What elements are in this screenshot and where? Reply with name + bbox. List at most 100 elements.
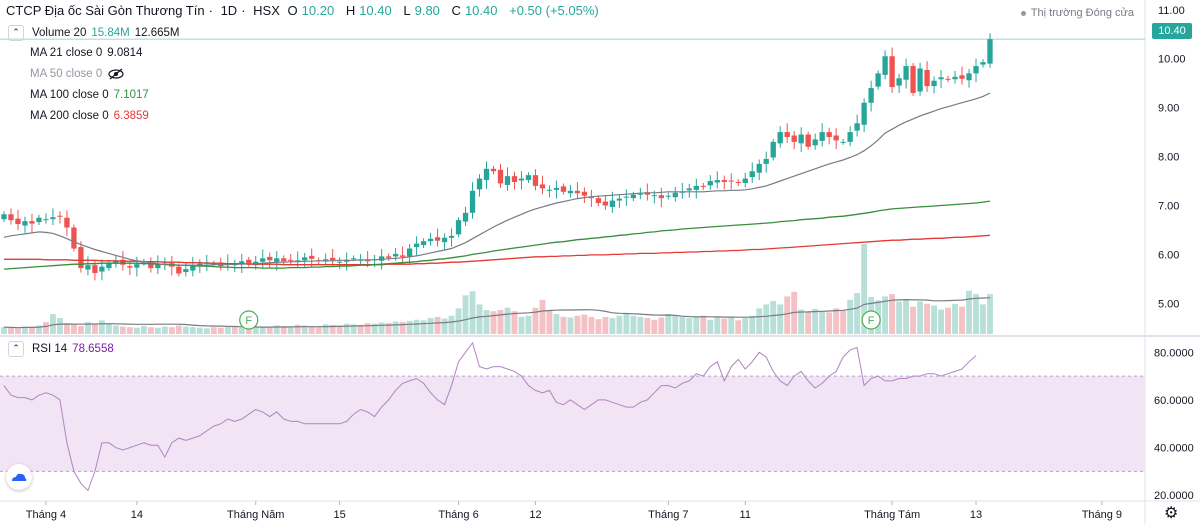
volume-bar <box>532 307 539 334</box>
time-tick-label: Tháng 7 <box>648 509 688 521</box>
volume-bar <box>273 325 280 334</box>
ma100-value: 7.1017 <box>113 89 149 101</box>
volume-bar <box>448 315 455 334</box>
candle-body <box>784 132 790 137</box>
volume-bar <box>644 318 651 334</box>
volume-bar <box>259 327 266 334</box>
candle-body <box>896 78 902 86</box>
candle-body <box>840 141 846 143</box>
volume-bar <box>945 307 951 334</box>
volume-bar <box>763 304 770 334</box>
candle-body <box>987 39 993 64</box>
ma200-legend[interactable]: MA 200 close 0 6.3859 <box>30 110 149 122</box>
volume-bar <box>826 312 833 334</box>
volume-bar <box>910 306 917 334</box>
candle-body <box>861 102 867 125</box>
price-tick-label: 10.00 <box>1158 54 1186 66</box>
volume-bar <box>119 326 126 334</box>
candle-body <box>71 227 77 249</box>
volume-bar <box>770 300 777 334</box>
candle-body <box>980 62 986 65</box>
candle-body <box>490 168 497 172</box>
candle-body <box>819 132 825 141</box>
volume-bar <box>595 319 602 334</box>
candle-body <box>553 187 560 190</box>
volume-bar <box>749 315 756 334</box>
rsi-band <box>0 376 1145 472</box>
candle-body <box>176 266 182 274</box>
ohlc-low: L 9.80 <box>403 3 440 18</box>
volume-bar <box>714 316 721 334</box>
volume-bar <box>8 327 14 334</box>
volume-bar <box>931 305 937 334</box>
interval-label[interactable]: 1D <box>220 3 238 18</box>
volume-bar <box>924 303 931 334</box>
volume-bar <box>952 303 958 334</box>
volume-bar <box>406 320 413 334</box>
candle-body <box>483 168 490 181</box>
candle-body <box>847 132 853 142</box>
candle-body <box>448 235 455 238</box>
volume-bar <box>36 325 42 334</box>
candle-body <box>441 237 448 243</box>
rsi-name: RSI 14 <box>32 343 68 355</box>
candle-body <box>183 269 189 273</box>
market-status: Thị trường Đóng cửa <box>1020 7 1134 19</box>
candle-body <box>777 132 783 144</box>
symbol-title[interactable]: CTCP Địa ốc Sài Gòn Thương Tín <box>6 3 205 18</box>
ma50-legend[interactable]: MA 50 close 0 <box>30 68 125 80</box>
candle-body <box>288 259 294 261</box>
price-tick-label: 8.00 <box>1158 152 1179 164</box>
volume-bar <box>784 296 791 334</box>
gear-icon[interactable]: ⚙ <box>1164 505 1179 522</box>
time-tick-label: 12 <box>529 509 541 521</box>
ma100-legend[interactable]: MA 100 close 0 7.1017 <box>30 89 149 101</box>
volume-bar <box>693 316 700 334</box>
candle-body <box>476 178 483 190</box>
candle-body <box>560 186 567 192</box>
candle-body <box>756 163 762 173</box>
volume-bar <box>301 325 308 334</box>
candle-body <box>889 56 895 88</box>
eye-off-icon[interactable] <box>107 68 125 80</box>
candle-body <box>637 193 644 195</box>
candle-body <box>623 196 630 198</box>
volume-bar <box>469 291 476 334</box>
time-tick-label: Tháng 4 <box>26 509 66 521</box>
volume-bar <box>105 323 112 334</box>
volume-bar <box>427 318 434 334</box>
candle-body <box>798 134 804 144</box>
volume-bar <box>882 296 889 334</box>
last-price-label: 10.40 <box>1152 23 1192 39</box>
volume-bar <box>896 301 903 334</box>
candle-body <box>917 68 923 92</box>
volume-ma-value: 12.665M <box>134 27 180 39</box>
rsi-legend[interactable]: ⌃ RSI 14 78.6558 <box>8 341 114 357</box>
candle-body <box>22 221 28 226</box>
volume-bar <box>77 326 84 334</box>
volume-bar <box>210 327 217 334</box>
volume-legend[interactable]: ⌃ Volume 20 15.84M 12.665M <box>8 25 179 41</box>
chevron-up-icon[interactable]: ⌃ <box>8 341 24 357</box>
event-marker: F <box>861 310 881 330</box>
tradingview-logo-icon[interactable] <box>6 464 32 490</box>
rsi-tick-label: 60.0000 <box>1154 395 1194 407</box>
chevron-up-icon[interactable]: ⌃ <box>8 25 24 41</box>
volume-bar <box>917 301 924 334</box>
candle-body <box>938 77 944 80</box>
volume-bar <box>280 326 287 334</box>
volume-bar <box>91 323 98 334</box>
candle-body <box>455 220 462 235</box>
volume-bar <box>413 319 420 334</box>
volume-bar <box>70 324 77 334</box>
volume-bar <box>840 310 847 334</box>
volume-bar <box>392 321 399 334</box>
candle-body <box>903 66 909 80</box>
volume-bar <box>84 322 91 334</box>
ma21-legend[interactable]: MA 21 close 0 9.0814 <box>30 47 142 59</box>
volume-bar <box>238 327 245 334</box>
volume-bar <box>252 326 259 334</box>
volume-bar <box>665 314 672 334</box>
candle-body <box>511 176 518 182</box>
